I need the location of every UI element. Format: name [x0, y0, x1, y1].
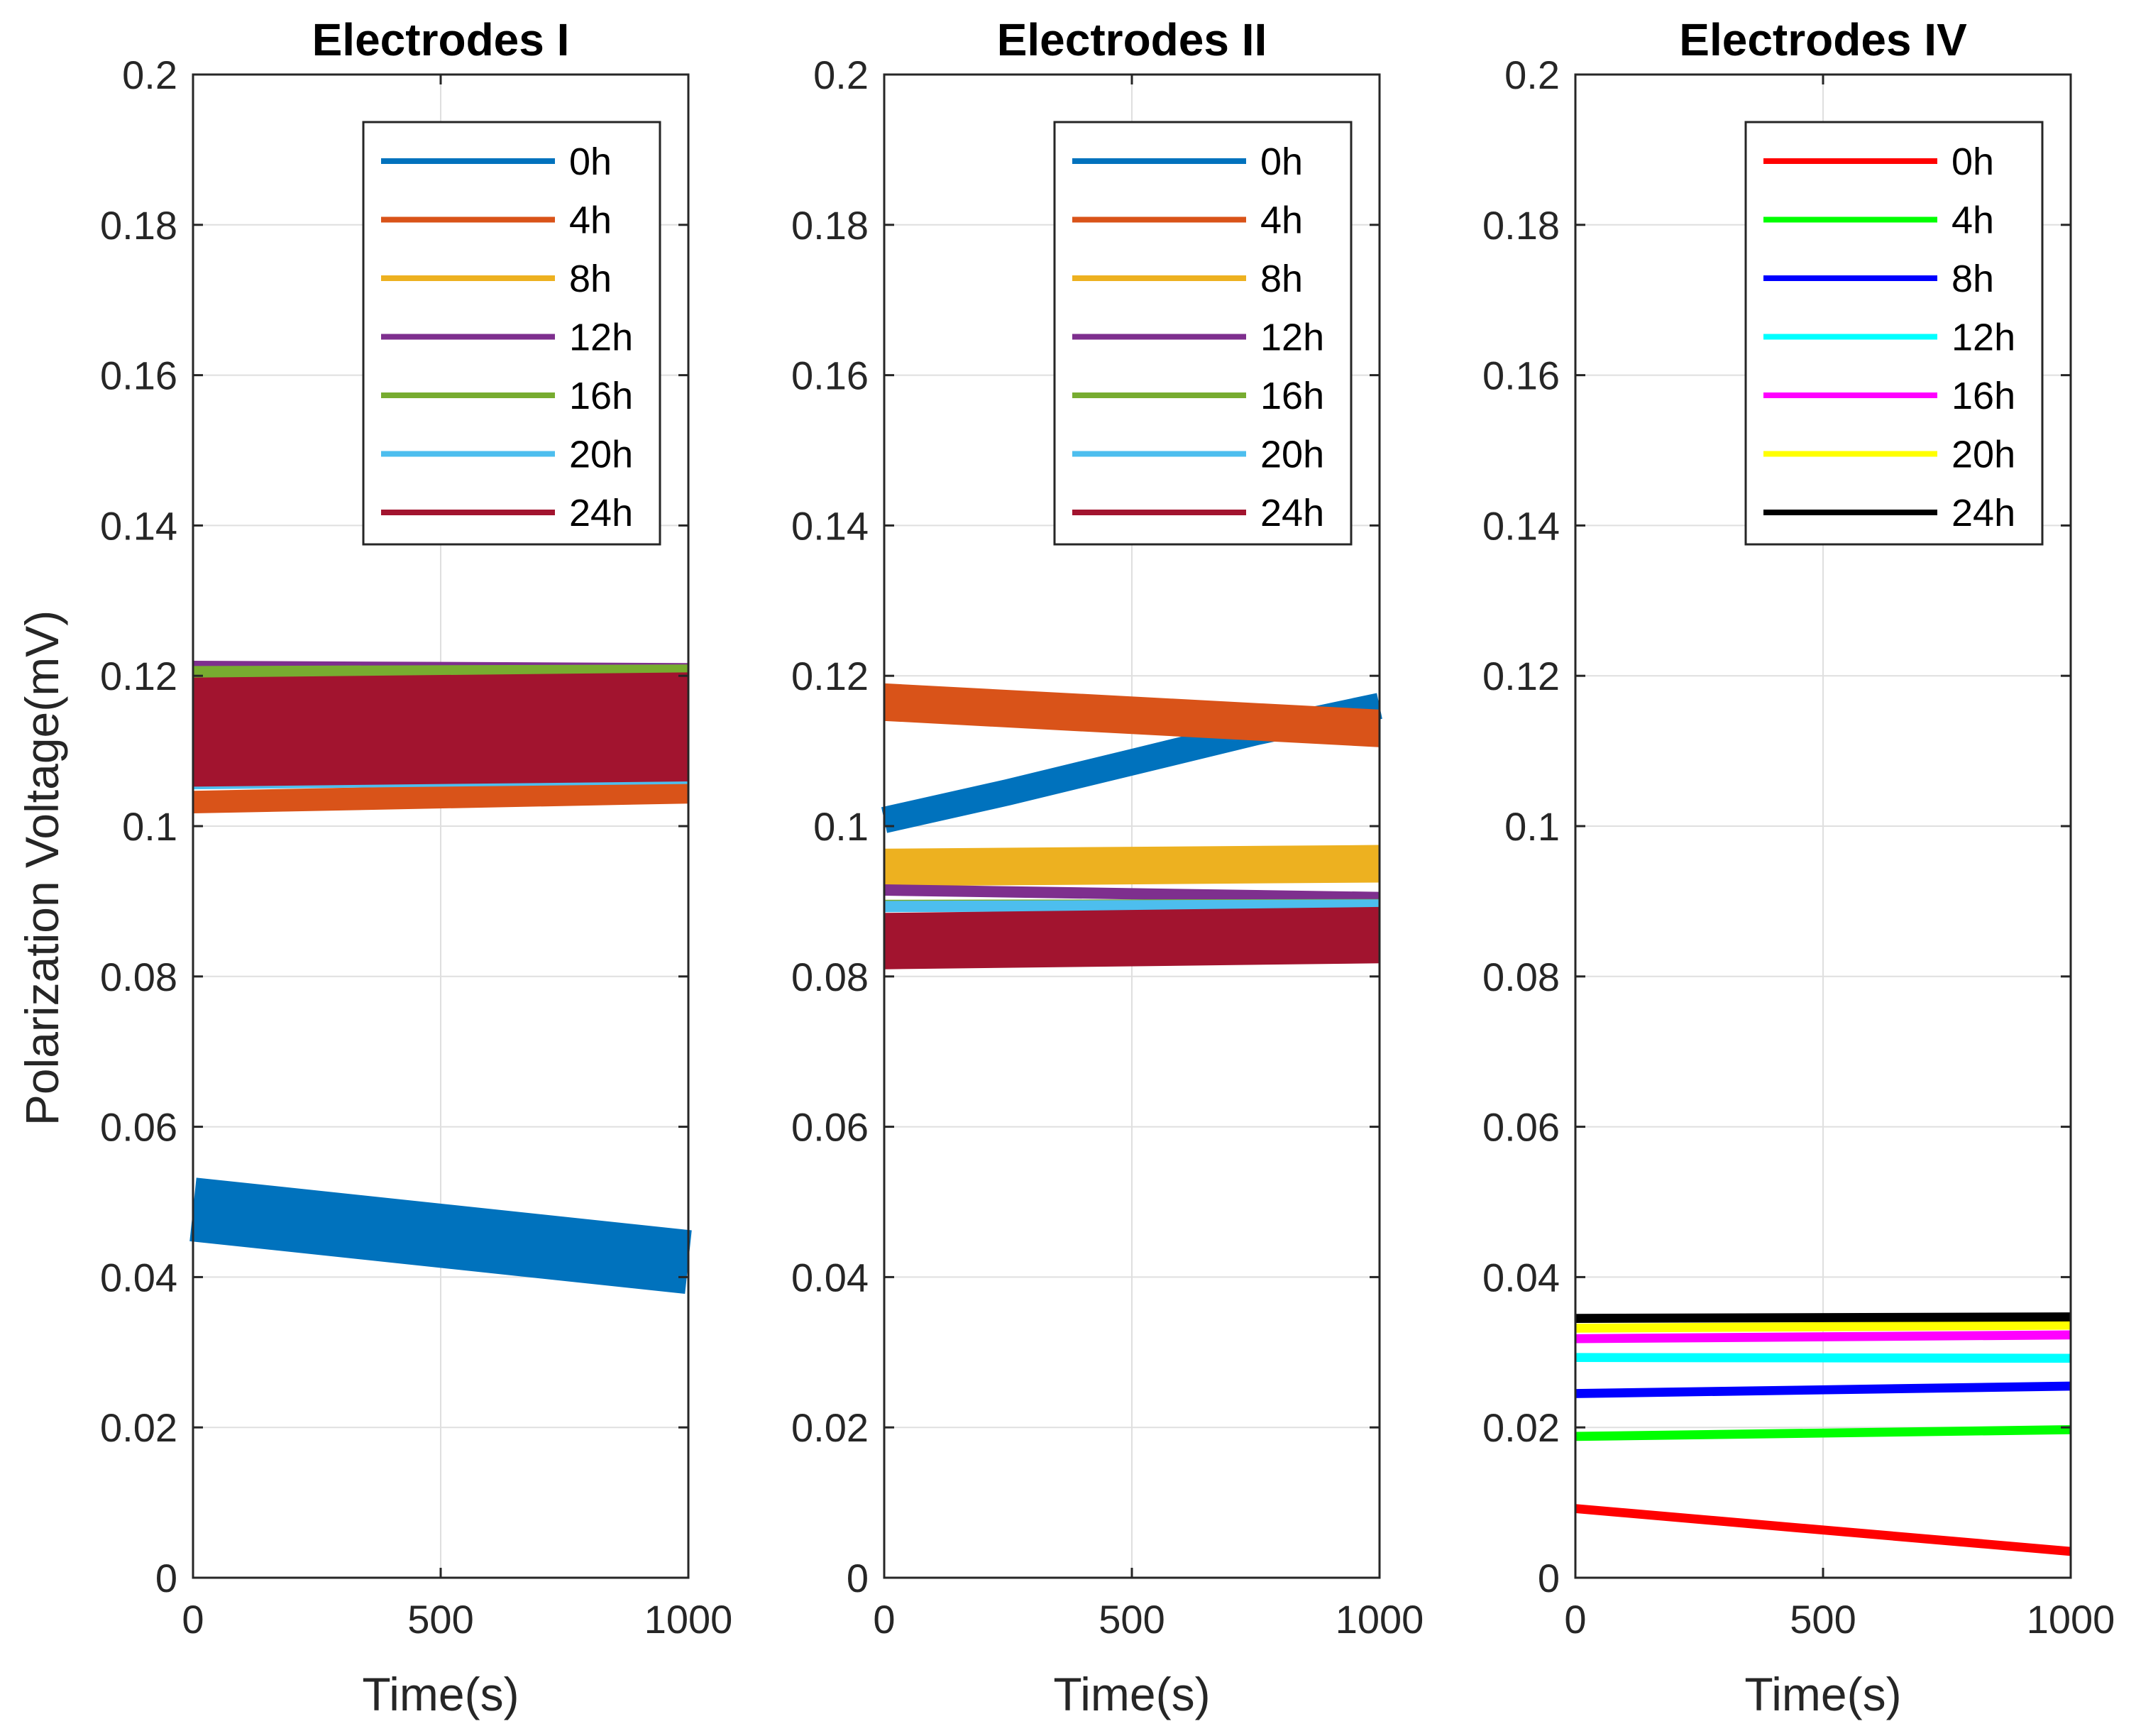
x-tick-label: 500 — [1099, 1597, 1165, 1642]
series-0h-line — [1575, 1504, 2071, 1556]
legend-label-16h: 16h — [1260, 375, 1324, 417]
series-20h-line — [1575, 1320, 2071, 1333]
legend-label-16h: 16h — [569, 375, 633, 417]
series-24h-line — [192, 672, 689, 787]
legend-label-4h: 4h — [569, 199, 612, 242]
legend-label-12h: 12h — [1260, 317, 1324, 359]
y-tick-label: 0.1 — [1504, 804, 1560, 849]
legend-box — [362, 121, 661, 546]
x-tick-label: 1000 — [644, 1597, 733, 1642]
legend-label-0h: 0h — [1951, 141, 1994, 183]
series-0h-line — [189, 1177, 692, 1294]
x-tick-label: 0 — [182, 1597, 204, 1642]
y-tick-label: 0.02 — [791, 1405, 869, 1450]
y-tick-label: 0.08 — [100, 955, 177, 999]
y-tick-label: 0.12 — [1482, 654, 1560, 698]
panel-electrodes-i: Electrodes I Time(s) 0 0.02 0.04 0.06 0.08 0.… — [100, 14, 732, 1720]
x-tick-label: 0 — [1564, 1597, 1586, 1642]
x-axis-label: Time(s) — [1744, 1668, 1901, 1720]
legend-label-20h: 20h — [569, 434, 633, 476]
x-axis-label: Time(s) — [1053, 1668, 1210, 1720]
y-tick-label: 0.12 — [100, 654, 177, 698]
legend-label-24h: 24h — [1951, 492, 2015, 534]
series-4h-line — [1575, 1425, 2071, 1441]
y-tick-label: 0.04 — [1482, 1255, 1560, 1300]
x-tick-label: 500 — [407, 1597, 473, 1642]
x-tick-label: 500 — [1790, 1597, 1856, 1642]
y-tick-label: 0.14 — [100, 503, 177, 548]
series-4h-line — [883, 683, 1381, 747]
legend-box — [1744, 121, 2044, 546]
legend-label-16h: 16h — [1951, 375, 2015, 417]
legend-label-12h: 12h — [1951, 317, 2015, 359]
series-16h-line — [192, 664, 689, 681]
y-tick-label: 0.18 — [1482, 203, 1560, 248]
y-axis-label: Polarization Voltage(mV) — [16, 610, 68, 1126]
legend-label-8h: 8h — [1951, 258, 1994, 300]
series-24h-line — [1575, 1312, 2071, 1323]
x-tick-label: 0 — [873, 1597, 895, 1642]
series-4h-line — [192, 781, 689, 813]
y-tick-label: 0.06 — [100, 1105, 177, 1150]
y-tick-label: 0.14 — [791, 503, 869, 548]
y-tick-label: 0 — [155, 1556, 177, 1600]
series-16h-line — [1575, 1330, 2071, 1344]
panel-title: Electrodes II — [997, 14, 1267, 65]
y-tick-label: 0 — [847, 1556, 869, 1600]
y-tick-label: 0.02 — [1482, 1405, 1560, 1450]
legend-label-4h: 4h — [1951, 199, 1994, 242]
legend-label-8h: 8h — [1260, 258, 1303, 300]
y-tick-label: 0.06 — [1482, 1105, 1560, 1150]
y-tick-label: 0.16 — [100, 353, 177, 398]
panel-electrodes-ii: Electrodes II Time(s) 0 0.02 0.04 0.06 0.08 0… — [791, 14, 1424, 1720]
y-tick-label: 0.06 — [791, 1105, 869, 1150]
legend-label-12h: 12h — [569, 317, 633, 359]
legend-label-20h: 20h — [1260, 434, 1324, 476]
y-tick-label: 0.12 — [791, 654, 869, 698]
x-tick-label: 1000 — [2027, 1597, 2115, 1642]
x-tick-label: 1000 — [1336, 1597, 1424, 1642]
y-tick-label: 0.04 — [791, 1255, 869, 1300]
y-tick-label: 0.08 — [1482, 955, 1560, 999]
y-tick-label: 0.18 — [100, 203, 177, 248]
series-8h-line — [883, 845, 1380, 886]
legend-label-8h: 8h — [569, 258, 612, 300]
legend-label-0h: 0h — [569, 141, 612, 183]
legend-box — [1053, 121, 1353, 546]
y-tick-label: 0 — [1538, 1556, 1560, 1600]
y-tick-label: 0.08 — [791, 955, 869, 999]
y-tick-label: 0.16 — [791, 353, 869, 398]
legend-label-20h: 20h — [1951, 434, 2015, 476]
x-axis-label: Time(s) — [362, 1668, 519, 1720]
legend-label-4h: 4h — [1260, 199, 1303, 242]
series-24h-line — [883, 906, 1380, 969]
panel-electrodes-iv: Electrodes IV Time(s) 0 0.02 0.04 0.06 0.08 0… — [1482, 14, 2115, 1720]
y-tick-label: 0.02 — [100, 1405, 177, 1450]
y-tick-label: 0.16 — [1482, 353, 1560, 398]
series-8h-line — [1575, 1381, 2071, 1398]
legend-label-24h: 24h — [569, 492, 633, 534]
series-20h-line — [883, 899, 1380, 913]
panel-title: Electrodes IV — [1679, 14, 1967, 65]
y-tick-label: 0.18 — [791, 203, 869, 248]
y-tick-label: 0.04 — [100, 1255, 177, 1300]
y-tick-label: 0.2 — [813, 53, 869, 97]
y-tick-label: 0.14 — [1482, 503, 1560, 548]
y-tick-label: 0.2 — [1504, 53, 1560, 97]
panel-title: Electrodes I — [312, 14, 570, 65]
legend-label-24h: 24h — [1260, 492, 1324, 534]
y-tick-label: 0.1 — [122, 804, 177, 849]
y-tick-label: 0.2 — [122, 53, 177, 97]
y-tick-label: 0.1 — [813, 804, 869, 849]
legend-label-0h: 0h — [1260, 141, 1303, 183]
series-12h-line — [883, 884, 1380, 903]
